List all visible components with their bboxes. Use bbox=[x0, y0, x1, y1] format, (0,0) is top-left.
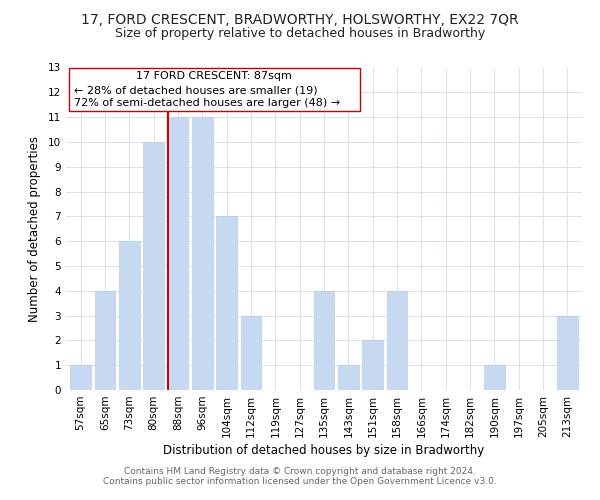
Bar bbox=[216, 216, 237, 390]
Bar bbox=[167, 117, 188, 390]
X-axis label: Distribution of detached houses by size in Bradworthy: Distribution of detached houses by size … bbox=[163, 444, 485, 457]
Bar bbox=[386, 291, 407, 390]
Text: Contains public sector information licensed under the Open Government Licence v3: Contains public sector information licen… bbox=[103, 477, 497, 486]
Bar bbox=[338, 365, 359, 390]
Text: ← 28% of detached houses are smaller (19): ← 28% of detached houses are smaller (19… bbox=[74, 85, 317, 95]
Bar bbox=[241, 316, 262, 390]
Bar bbox=[557, 316, 578, 390]
Bar bbox=[95, 291, 115, 390]
FancyBboxPatch shape bbox=[68, 68, 360, 111]
Bar bbox=[484, 365, 505, 390]
Text: 72% of semi-detached houses are larger (48) →: 72% of semi-detached houses are larger (… bbox=[74, 98, 340, 108]
Bar bbox=[143, 142, 164, 390]
Bar bbox=[362, 340, 383, 390]
Bar bbox=[314, 291, 334, 390]
Text: 17 FORD CRESCENT: 87sqm: 17 FORD CRESCENT: 87sqm bbox=[136, 70, 292, 81]
Bar bbox=[119, 241, 140, 390]
Bar bbox=[70, 365, 91, 390]
Text: Contains HM Land Registry data © Crown copyright and database right 2024.: Contains HM Land Registry data © Crown c… bbox=[124, 467, 476, 476]
Text: 17, FORD CRESCENT, BRADWORTHY, HOLSWORTHY, EX22 7QR: 17, FORD CRESCENT, BRADWORTHY, HOLSWORTH… bbox=[81, 12, 519, 26]
Y-axis label: Number of detached properties: Number of detached properties bbox=[28, 136, 41, 322]
Text: Size of property relative to detached houses in Bradworthy: Size of property relative to detached ho… bbox=[115, 28, 485, 40]
Bar bbox=[192, 117, 212, 390]
